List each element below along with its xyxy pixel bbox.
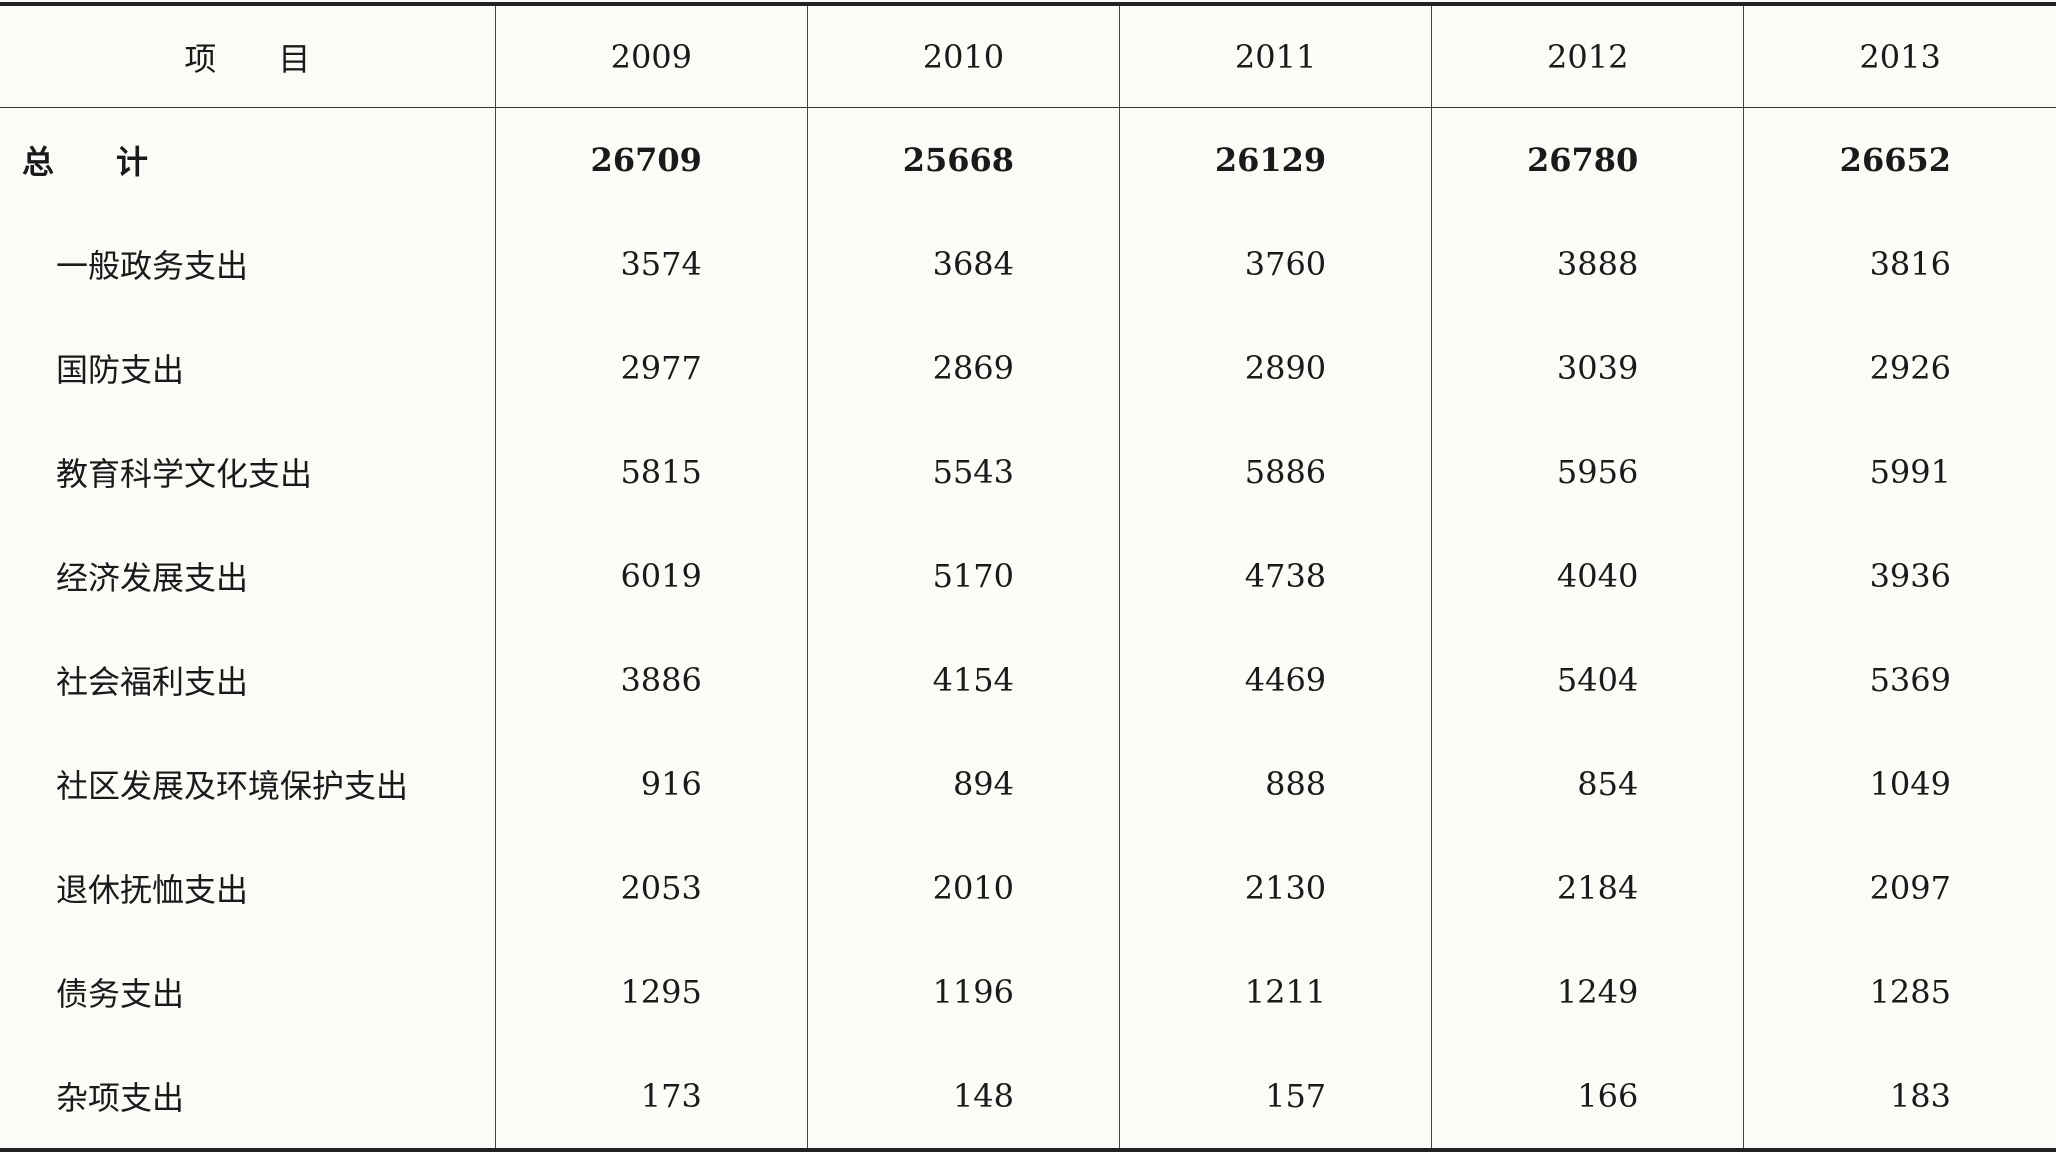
table-cell: 2890 xyxy=(1119,316,1432,420)
total-label-char-2: 计 xyxy=(116,143,149,181)
table-cell: 1295 xyxy=(494,940,808,1044)
table-row: 杂项支出 173 148 157 166 183 xyxy=(0,1044,2056,1150)
row-label: 教育科学文化支出 xyxy=(56,455,313,493)
row-label: 社区发展及环境保护支出 xyxy=(56,767,409,805)
table-cell: 888 xyxy=(1119,732,1432,836)
table-row: 社区发展及环境保护支出 916 894 888 854 1049 xyxy=(0,732,2056,836)
table-cell: 1049 xyxy=(1743,732,2056,836)
table-cell: 2869 xyxy=(806,316,1120,420)
table-cell: 183 xyxy=(1743,1044,2056,1150)
table-cell: 157 xyxy=(1119,1044,1432,1150)
table-cell: 5956 xyxy=(1431,420,1744,524)
table-cell: 2097 xyxy=(1743,836,2056,940)
row-label: 社会福利支出 xyxy=(56,663,249,701)
total-row: 总计 26709 25668 26129 26780 26652 xyxy=(0,107,2056,213)
table-row: 社会福利支出 3886 4154 4469 5404 5369 xyxy=(0,628,2056,732)
header-year-2009: 2009 xyxy=(494,4,808,108)
table-cell: 4738 xyxy=(1119,524,1432,628)
table-cell: 1196 xyxy=(806,940,1120,1044)
table-cell: 2977 xyxy=(494,316,808,420)
table-row: 教育科学文化支出 5815 5543 5886 5956 5991 xyxy=(0,420,2056,524)
table-cell: 894 xyxy=(806,732,1120,836)
table-cell: 3039 xyxy=(1431,316,1744,420)
header-year-2010: 2010 xyxy=(806,4,1120,108)
total-label: 总计 xyxy=(0,108,495,213)
table-row: 退休抚恤支出 2053 2010 2130 2184 2097 xyxy=(0,836,2056,940)
total-value: 26709 xyxy=(494,107,808,212)
total-value: 26780 xyxy=(1431,107,1744,212)
table-row: 国防支出 2977 2869 2890 3039 2926 xyxy=(0,316,2056,420)
row-label: 债务支出 xyxy=(56,975,185,1013)
header-year-2012: 2012 xyxy=(1431,4,1744,108)
table-cell: 854 xyxy=(1431,732,1744,836)
table-row: 经济发展支出 6019 5170 4738 4040 3936 xyxy=(0,524,2056,628)
table-cell: 2010 xyxy=(806,836,1120,940)
header-item-char-2: 目 xyxy=(278,39,311,78)
table-cell: 5815 xyxy=(494,420,808,524)
table-cell: 166 xyxy=(1431,1044,1744,1150)
table-cell: 3936 xyxy=(1743,524,2056,628)
header-item: 项目 xyxy=(0,4,496,108)
table-cell: 5369 xyxy=(1743,628,2056,732)
table-cell: 5404 xyxy=(1431,628,1744,732)
table-cell: 6019 xyxy=(494,524,808,628)
table-row: 一般政务支出 3574 3684 3760 3888 3816 xyxy=(0,212,2056,316)
table-cell: 1249 xyxy=(1431,940,1744,1044)
row-label: 经济发展支出 xyxy=(56,559,249,597)
row-label: 国防支出 xyxy=(56,351,185,389)
total-value: 26129 xyxy=(1119,107,1432,212)
header-row: 项目 2009 2010 2011 2012 2013 xyxy=(0,4,2056,108)
table-cell: 5991 xyxy=(1743,420,2056,524)
table-cell: 4469 xyxy=(1119,628,1432,732)
row-label: 退休抚恤支出 xyxy=(56,871,249,909)
table-cell: 5886 xyxy=(1119,420,1432,524)
table-cell: 5170 xyxy=(806,524,1120,628)
table-cell: 1285 xyxy=(1743,940,2056,1044)
total-value: 26652 xyxy=(1743,107,2056,212)
row-label: 一般政务支出 xyxy=(56,247,249,285)
total-label-char-1: 总 xyxy=(22,143,55,181)
table-cell: 2926 xyxy=(1743,316,2056,420)
table-cell: 3684 xyxy=(806,212,1120,316)
table-cell: 3886 xyxy=(494,628,808,732)
table-cell: 2130 xyxy=(1119,836,1432,940)
table-cell: 148 xyxy=(806,1044,1120,1150)
table-cell: 2053 xyxy=(494,836,808,940)
table-cell: 3816 xyxy=(1743,212,2056,316)
table-cell: 173 xyxy=(494,1044,808,1150)
table-cell: 3888 xyxy=(1431,212,1744,316)
table-cell: 3760 xyxy=(1119,212,1432,316)
table-row: 债务支出 1295 1196 1211 1249 1285 xyxy=(0,940,2056,1044)
table-cell: 916 xyxy=(494,732,808,836)
table-cell: 3574 xyxy=(494,212,808,316)
table-cell: 4040 xyxy=(1431,524,1744,628)
table-cell: 5543 xyxy=(806,420,1120,524)
table-cell: 2184 xyxy=(1431,836,1744,940)
header-item-char-1: 项 xyxy=(184,39,217,78)
header-year-2011: 2011 xyxy=(1119,4,1432,108)
header-year-2013: 2013 xyxy=(1743,4,2056,108)
table-cell: 1211 xyxy=(1119,940,1432,1044)
table-cell: 4154 xyxy=(806,628,1120,732)
row-label: 杂项支出 xyxy=(56,1079,185,1117)
total-value: 25668 xyxy=(806,107,1120,212)
